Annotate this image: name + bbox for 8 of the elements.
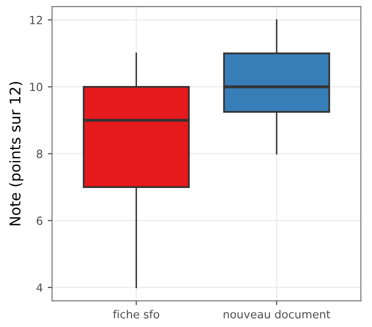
y-tick-label: 6 xyxy=(36,216,42,225)
y-tick-label: 12 xyxy=(30,16,42,24)
y-tick-label: 4 xyxy=(36,284,42,292)
x-tick-label: fiche sfo xyxy=(113,310,160,318)
x-tick-label: nouveau document xyxy=(224,310,330,318)
y-tick-label: 8 xyxy=(36,150,42,158)
y-tick-label: 10 xyxy=(30,82,42,92)
y-axis-title: Note (points sur 12) xyxy=(9,82,24,226)
